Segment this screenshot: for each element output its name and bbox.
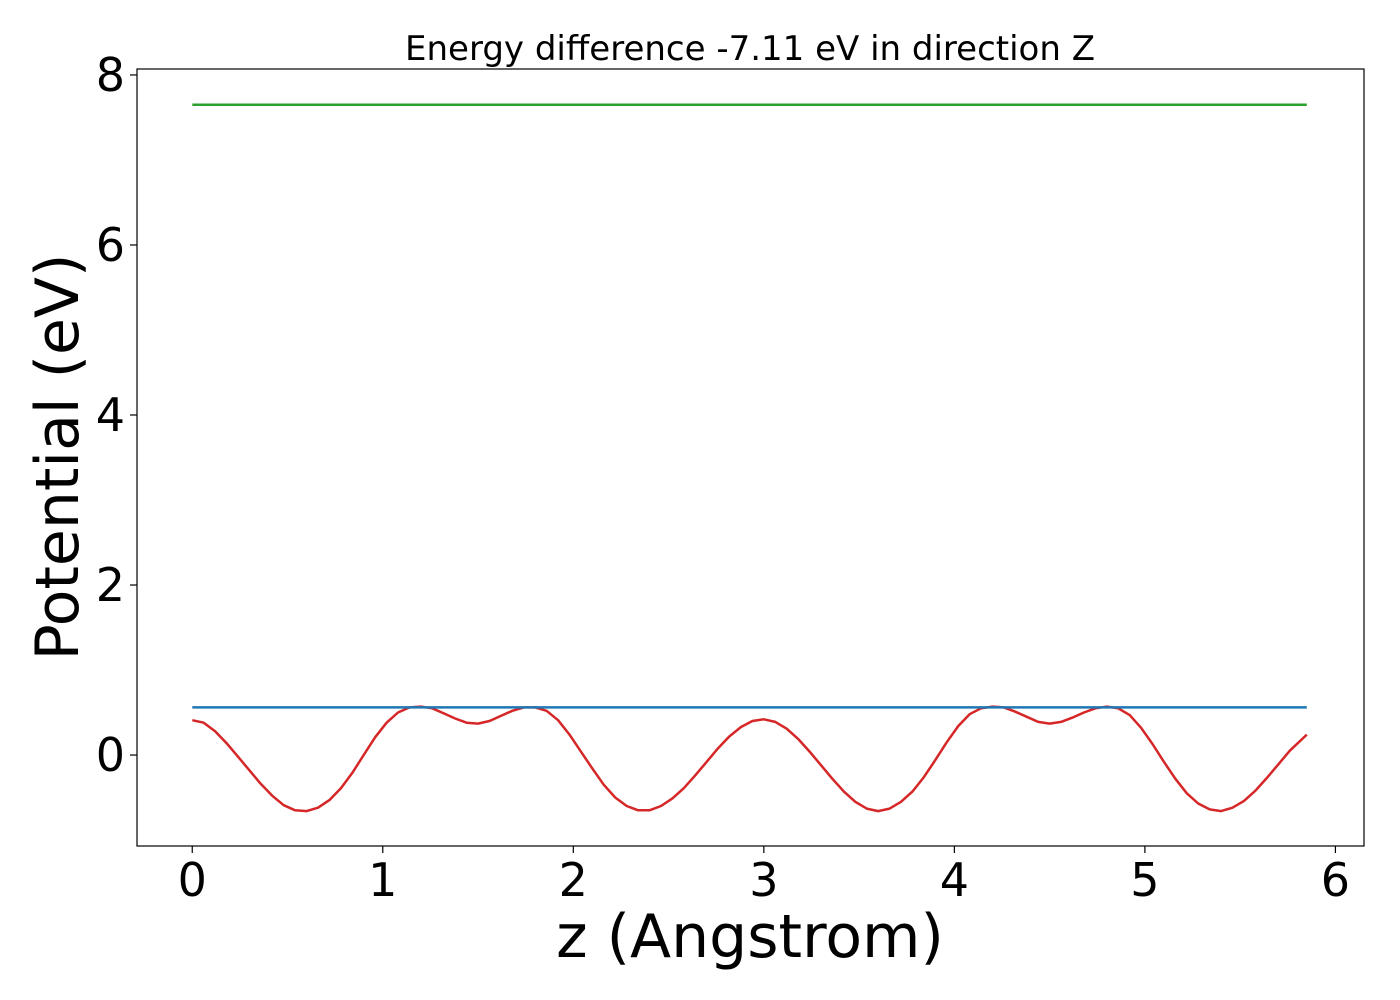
x-tick-label: 2 (559, 853, 588, 907)
x-tick-label: 6 (1321, 853, 1350, 907)
y-tick-label: 4 (96, 388, 125, 442)
plot-area-frame (136, 68, 1365, 847)
x-tick-label: 4 (940, 853, 969, 907)
x-tick-label: 3 (749, 853, 778, 907)
y-tick-label: 6 (96, 218, 125, 272)
y-tick-label: 2 (96, 558, 125, 612)
y-axis-ticks: 0 2 4 6 8 (96, 48, 137, 782)
series-layer (192, 103, 1308, 813)
y-tick-label: 0 (96, 728, 125, 782)
x-axis-ticks: 0 1 2 3 4 5 6 (178, 846, 1350, 907)
y-axis-label: Potential (eV) (23, 254, 93, 661)
x-tick-label: 5 (1130, 853, 1159, 907)
x-tick-label: 1 (368, 853, 397, 907)
y-tick-label: 8 (96, 48, 125, 102)
chart-title: Energy difference -7.11 eV in direction … (405, 29, 1095, 69)
x-axis-label: z (Angstrom) (556, 902, 944, 972)
x-tick-label: 0 (178, 853, 207, 907)
